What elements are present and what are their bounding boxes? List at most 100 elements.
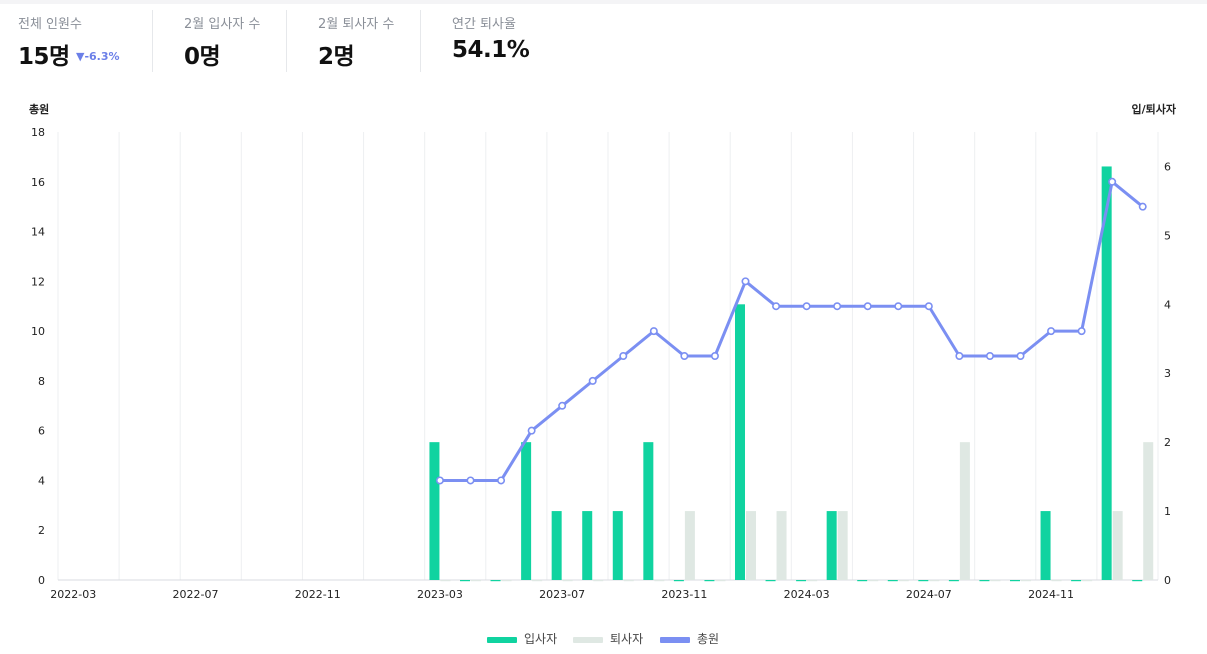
y-right-tick-label: 0 [1164, 574, 1171, 587]
point-total [588, 376, 597, 385]
x-tick-label: 2024-03 [784, 588, 830, 601]
legend-swatch-hires [487, 636, 517, 643]
bar-leavers [776, 511, 787, 580]
y-right-tick-label: 1 [1164, 505, 1171, 518]
point-total [1108, 177, 1117, 186]
y-left-axis-title: 총원 [29, 102, 49, 116]
bar-leavers [929, 580, 940, 582]
bar-leavers [837, 511, 848, 580]
point-total [772, 302, 781, 311]
kpi-row: 전체 인원수 15명 ▼-6.3% 2월 입사자 수 0명 2월 퇴사자 수 2… [0, 10, 1207, 72]
bar-leavers [898, 580, 909, 582]
bar-hires [857, 580, 868, 582]
bar-hires [643, 442, 654, 580]
bar-hires [1101, 166, 1112, 580]
legend-swatch-total [660, 636, 690, 643]
point-total [924, 302, 933, 311]
legend-label: 입사자 [524, 632, 558, 646]
legend-item-hires[interactable]: 입사자 [487, 630, 557, 646]
x-tick-label: 2022-03 [50, 588, 96, 601]
point-total [527, 426, 536, 435]
bar-leavers [746, 511, 756, 580]
top-border [0, 0, 1207, 4]
point-total [649, 327, 658, 336]
legend-swatch-leavers [573, 636, 603, 643]
y-left-tick-label: 14 [31, 226, 45, 239]
x-tick-label: 2023-03 [417, 588, 463, 601]
kpi-divider [152, 10, 153, 72]
bar-leavers [440, 580, 451, 582]
bar-leavers [1021, 580, 1031, 582]
y-left-tick-label: 8 [38, 375, 45, 388]
bar-hires [887, 580, 898, 582]
bar-hires [1071, 580, 1082, 582]
point-total [466, 476, 475, 485]
point-total [435, 476, 444, 485]
x-tick-label: 2023-07 [539, 588, 585, 601]
bar-hires [918, 580, 929, 582]
bar-hires [521, 442, 532, 580]
legend-label: 퇴사자 [610, 632, 644, 646]
kpi-label: 2월 입사자 수 [184, 17, 261, 32]
point-total [710, 351, 719, 360]
chart-legend: 입사자 퇴사자 총원 [0, 630, 1207, 646]
point-total [558, 401, 567, 410]
bar-leavers [1082, 580, 1093, 582]
y-left-tick-label: 10 [31, 325, 45, 338]
x-tick-label: 2024-11 [1028, 588, 1074, 601]
bar-hires [826, 511, 837, 580]
point-total [894, 302, 903, 311]
legend-item-leavers[interactable]: 퇴사자 [573, 630, 643, 646]
x-tick-label: 2023-11 [661, 588, 707, 601]
kpi-divider [420, 10, 421, 72]
y-left-tick-label: 6 [38, 425, 45, 438]
kpi-value: 15명 [18, 44, 70, 70]
bar-leavers [868, 580, 879, 582]
point-total [619, 351, 628, 360]
kpi-value: 2명 [318, 44, 355, 70]
y-right-tick-label: 4 [1164, 298, 1171, 311]
bar-leavers [501, 580, 512, 582]
bar-hires [796, 580, 807, 582]
bar-leavers [1143, 442, 1154, 580]
bar-leavers [807, 580, 818, 582]
bar-hires [551, 511, 562, 580]
line-total [439, 180, 1144, 482]
bar-hires [582, 511, 593, 580]
bar-leavers [1112, 511, 1123, 580]
kpi-divider [286, 10, 287, 72]
x-tick-label: 2024-07 [906, 588, 952, 601]
x-tick-label: 2022-07 [173, 588, 219, 601]
y-left-tick-label: 2 [38, 524, 45, 537]
kpi-label: 2월 퇴사자 수 [318, 17, 395, 32]
bar-hires [735, 304, 745, 580]
y-right-tick-label: 3 [1164, 367, 1171, 380]
point-total [741, 277, 750, 286]
point-total [1077, 327, 1086, 336]
kpi-value: 0명 [184, 44, 221, 70]
point-total [802, 302, 811, 311]
y-right-tick-label: 2 [1164, 436, 1171, 449]
point-total [1016, 351, 1025, 360]
bar-hires [490, 580, 501, 582]
bar-leavers [471, 580, 481, 582]
bar-hires [979, 580, 990, 582]
bar-leavers [684, 511, 695, 580]
bar-hires [1010, 580, 1020, 582]
y-right-tick-label: 6 [1164, 160, 1171, 173]
kpi-value: 54.1% [452, 37, 530, 63]
kpi-label: 전체 인원수 [18, 17, 82, 32]
legend-item-total[interactable]: 총원 [660, 630, 719, 646]
bar-leavers [959, 442, 970, 580]
y-left-tick-label: 18 [31, 126, 45, 139]
y-right-axis-title: 입/퇴사자 [1132, 102, 1177, 116]
bar-hires [765, 580, 776, 582]
point-total [680, 351, 689, 360]
bar-hires [1040, 511, 1051, 580]
bar-hires [1132, 580, 1143, 582]
point-total [1138, 202, 1147, 211]
point-total [1047, 327, 1056, 336]
bar-leavers [623, 580, 634, 582]
y-right-tick-label: 5 [1164, 229, 1171, 242]
